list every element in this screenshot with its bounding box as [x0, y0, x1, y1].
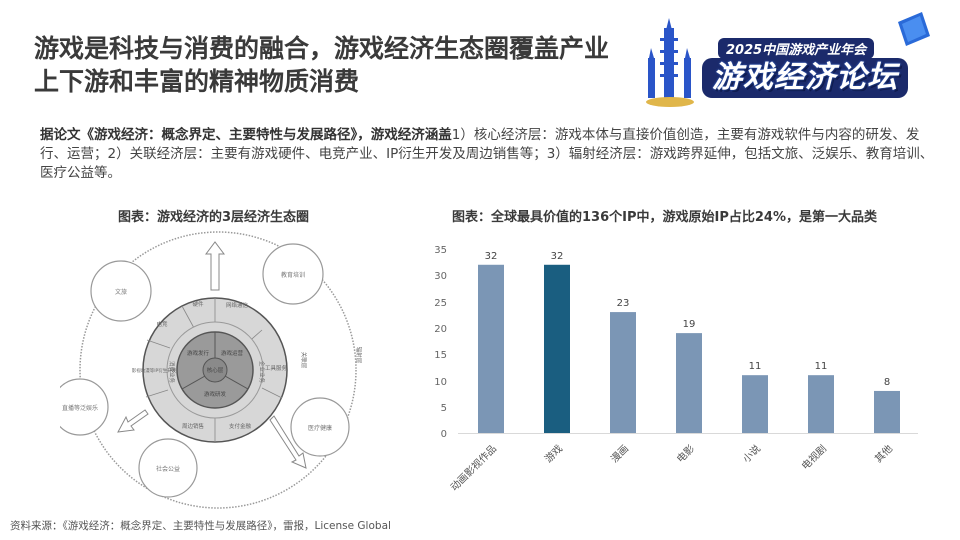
intro-bold: 据论文《游戏经济：概念界定、主要特性与发展路径》，游戏经济涵盖: [40, 127, 452, 143]
pagoda-icon: [646, 18, 694, 107]
bar-value-label: 11: [815, 361, 828, 372]
bar-value-label: 32: [551, 251, 564, 262]
bar-value-label: 8: [884, 377, 890, 388]
outer-segment: 周边销售: [182, 422, 204, 430]
bar-漫画: [610, 312, 636, 433]
forum-logo: 2025中国游戏产业年会 游戏经济论坛: [640, 8, 940, 108]
diagram-caption: 图表：游戏经济的3层经济生态圈: [118, 210, 310, 225]
ip-bar-chart: 0 5 10 15 20 25 30 35 32 32 23 19 11 11 8 动画影视…: [434, 245, 918, 494]
category-label: 电影: [674, 442, 697, 465]
satellite-label: 教育培训: [281, 271, 305, 279]
category-label: 游戏: [542, 442, 565, 465]
outer-segment: 影视动漫等IP衍生开发: [132, 367, 177, 374]
category-label: 电视剧: [799, 442, 829, 472]
intro-text: 1）核心经济层：游戏本体与直接价值创造，主要有游戏软件与内容的研发、发行、运营；…: [40, 127, 934, 181]
bar-小说: [742, 375, 768, 433]
bar-电视剧: [808, 375, 834, 433]
outer-segment: 电竞: [156, 320, 168, 328]
bar-游戏: [544, 264, 570, 433]
satellite-label: 社会公益: [156, 465, 180, 473]
y-tick: 25: [434, 298, 447, 309]
bar-电影: [676, 333, 702, 433]
core-segment: 游戏研发: [204, 390, 227, 398]
y-tick: 35: [434, 245, 447, 256]
source-note: 资料来源：《游戏经济：概念界定、主要特性与发展路径》，雷报，License Gl…: [10, 520, 391, 532]
y-tick: 5: [441, 403, 447, 414]
logo-subtitle: 2025中国游戏产业年会: [718, 38, 875, 59]
laptop-icon: [898, 12, 930, 46]
category-label: 其他: [872, 442, 895, 465]
core-segment: 游戏运营: [221, 349, 244, 357]
chart-caption: 图表：全球最具价值的136个IP中，游戏原始IP占比24%，是第一大品类: [452, 210, 877, 225]
satellite-label: 文旅: [115, 288, 127, 296]
y-tick: 15: [434, 350, 447, 361]
y-tick: 20: [434, 324, 447, 335]
bar-动画影视作品: [478, 264, 504, 433]
satellite-label: 直播等泛娱乐: [62, 404, 98, 412]
y-tick: 10: [434, 377, 447, 388]
outer-segment: 工具服务: [265, 364, 288, 372]
radiation-layer-label: 辐射层: [355, 347, 363, 364]
middle-label-right: 企业业务: [258, 361, 266, 384]
bar-value-label: 32: [485, 251, 498, 262]
core-label: 核心层: [207, 366, 224, 374]
outer-segment: 网络通信: [226, 301, 249, 309]
outer-segment: 支付金融: [229, 422, 252, 430]
related-layer-label: 关联层: [300, 352, 308, 369]
y-tick: 0: [441, 429, 447, 440]
intro-paragraph: 据论文《游戏经济：概念界定、主要特性与发展路径》，游戏经济涵盖1）核心经济层：游…: [40, 126, 940, 183]
y-tick: 30: [434, 271, 447, 282]
core-segment: 游戏发行: [187, 349, 210, 357]
outer-segment: 硬件: [192, 300, 204, 308]
logo-main-text: 游戏经济论坛: [702, 58, 908, 98]
category-label: 漫画: [608, 443, 631, 466]
bar-value-label: 11: [749, 361, 762, 372]
page-title: 游戏是科技与消费的融合，游戏经济生态圈覆盖产业上下游和丰富的精神物质消费: [34, 34, 610, 96]
ecosystem-diagram: 文旅 教育培训 直播等泛娱乐 医疗健康 社会公益 核心层 游戏发行 游戏运营 游…: [60, 231, 363, 509]
category-label: 动画影视作品: [448, 442, 500, 494]
bar-value-label: 23: [617, 298, 630, 309]
satellite-label: 医疗健康: [308, 424, 332, 432]
category-label: 小说: [740, 442, 763, 465]
y-axis: 0 5 10 15 20 25 30 35: [434, 245, 447, 440]
middle-label-left: 消费业务: [168, 361, 176, 384]
bar-value-label: 19: [683, 319, 696, 330]
bar-其他: [874, 390, 900, 433]
